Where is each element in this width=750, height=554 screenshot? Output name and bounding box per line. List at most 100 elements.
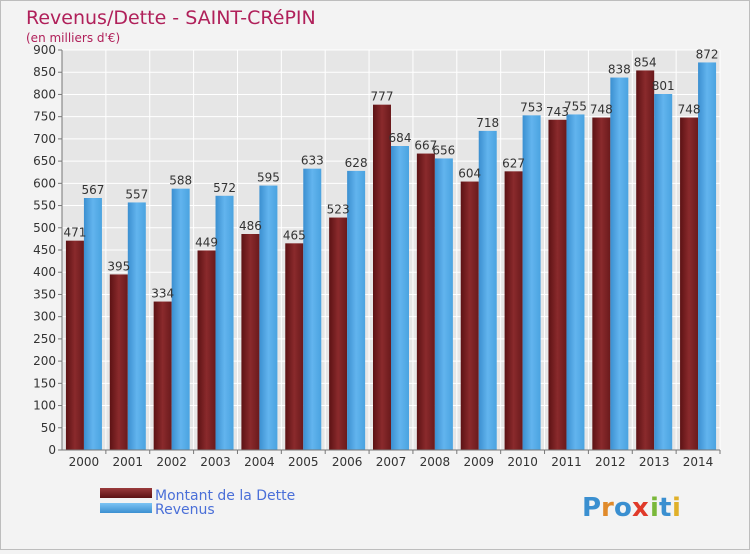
legend-swatch-debt	[100, 488, 152, 498]
bar-revenus	[259, 185, 278, 451]
data-label-dette: 449	[195, 235, 218, 249]
svg-text:i: i	[650, 493, 659, 523]
data-label-revenus: 718	[476, 116, 499, 130]
x-tick-label: 2012	[595, 455, 626, 469]
data-label-revenus: 557	[125, 187, 148, 201]
bar-revenus	[434, 158, 453, 450]
bar-dette	[416, 153, 435, 451]
proxiti-logo: P r o x i t i	[582, 493, 681, 523]
legend-label-debt: Montant de la Dette	[155, 488, 295, 504]
bar-dette	[153, 301, 172, 450]
bar-revenus	[566, 114, 585, 450]
data-label-revenus: 872	[696, 47, 719, 61]
data-label-revenus: 656	[432, 143, 455, 157]
data-label-dette: 743	[546, 105, 569, 119]
data-label-dette: 627	[502, 156, 525, 170]
y-tick-label: 50	[41, 421, 56, 435]
data-label-dette: 523	[327, 203, 350, 217]
data-label-dette: 471	[63, 226, 86, 240]
data-label-revenus: 588	[169, 174, 192, 188]
x-tick-label: 2009	[463, 455, 494, 469]
chart-title: Revenus/Dette - SAINT-CRéPIN	[26, 7, 316, 29]
y-tick-label: 100	[33, 399, 56, 413]
x-tick-label: 2007	[376, 455, 407, 469]
data-label-revenus: 684	[389, 131, 412, 145]
axis-layer: 0 50 100 150 200 250 300 350 400 450 500 550 600 650 7…	[33, 43, 721, 469]
legend-swatch-revenus	[100, 503, 152, 513]
y-tick-label: 450	[33, 243, 56, 257]
data-label-dette: 465	[283, 228, 306, 242]
data-label-revenus: 838	[608, 63, 631, 77]
data-label-dette: 486	[239, 219, 262, 233]
data-label-dette: 395	[107, 259, 130, 273]
y-tick-label: 700	[33, 132, 56, 146]
y-tick-label: 250	[33, 332, 56, 346]
y-tick-label: 800	[33, 87, 56, 101]
bar-revenus	[654, 94, 673, 450]
y-tick-label: 900	[33, 43, 56, 57]
svg-text:o: o	[614, 493, 632, 523]
y-tick-label: 600	[33, 176, 56, 190]
x-tick-label: 2006	[332, 455, 363, 469]
data-label-dette: 667	[414, 139, 437, 153]
data-label-dette: 854	[634, 55, 657, 69]
chart-subtitle: (en milliers d'€)	[26, 31, 120, 45]
y-tick-label: 550	[33, 199, 56, 213]
bar-revenus	[347, 170, 366, 450]
y-tick-label: 350	[33, 287, 56, 301]
legend: Montant de la Dette Revenus	[100, 488, 295, 518]
bar-dette	[592, 117, 611, 451]
bar-dette	[460, 181, 479, 451]
data-label-dette: 748	[678, 103, 701, 117]
y-tick-label: 300	[33, 310, 56, 324]
svg-text:r: r	[601, 493, 614, 523]
x-tick-label: 2011	[551, 455, 582, 469]
bar-revenus	[522, 115, 541, 450]
bar-dette	[65, 240, 84, 450]
y-tick-label: 750	[33, 110, 56, 124]
bar-dette	[241, 234, 260, 450]
bar-revenus	[391, 146, 409, 450]
data-label-revenus: 753	[520, 100, 543, 114]
svg-text:x: x	[632, 493, 649, 523]
data-label-dette: 604	[458, 167, 481, 181]
data-label-revenus: 633	[301, 154, 324, 168]
value-labels-layer: 471 567 395 557 334 588 449 572 486 595 465 633 523 6…	[63, 47, 718, 300]
data-label-revenus: 755	[564, 99, 587, 113]
bar-dette	[109, 274, 128, 450]
bar-dette	[548, 119, 567, 451]
bar-dette	[504, 171, 523, 451]
bar-revenus	[698, 62, 717, 450]
x-tick-label: 2002	[156, 455, 187, 469]
legend-label-revenus: Revenus	[155, 502, 215, 518]
data-label-revenus: 567	[81, 183, 104, 197]
x-tick-label: 2001	[113, 455, 144, 469]
x-tick-label: 2010	[507, 455, 538, 469]
bar-revenus	[127, 202, 146, 450]
y-tick-label: 400	[33, 265, 56, 279]
bar-revenus	[171, 188, 190, 450]
data-label-revenus: 628	[345, 156, 368, 170]
bar-dette	[373, 104, 391, 451]
data-label-revenus: 801	[652, 79, 675, 93]
data-label-revenus: 572	[213, 181, 236, 195]
y-tick-label: 200	[33, 354, 56, 368]
bar-dette	[197, 250, 216, 450]
bar-dette	[285, 243, 304, 450]
x-tick-label: 2008	[420, 455, 451, 469]
y-tick-label: 150	[33, 376, 56, 390]
x-tick-label: 2003	[200, 455, 231, 469]
y-tick-label: 650	[33, 154, 56, 168]
bar-revenus	[215, 195, 234, 450]
x-tick-label: 2000	[69, 455, 100, 469]
bar-revenus	[610, 77, 629, 451]
svg-text:t: t	[659, 493, 671, 523]
data-label-dette: 748	[590, 103, 613, 117]
bar-revenus	[83, 198, 102, 450]
y-tick-label: 850	[33, 65, 56, 79]
data-label-dette: 334	[151, 287, 174, 301]
bar-dette	[680, 117, 699, 451]
x-tick-label: 2014	[683, 455, 714, 469]
